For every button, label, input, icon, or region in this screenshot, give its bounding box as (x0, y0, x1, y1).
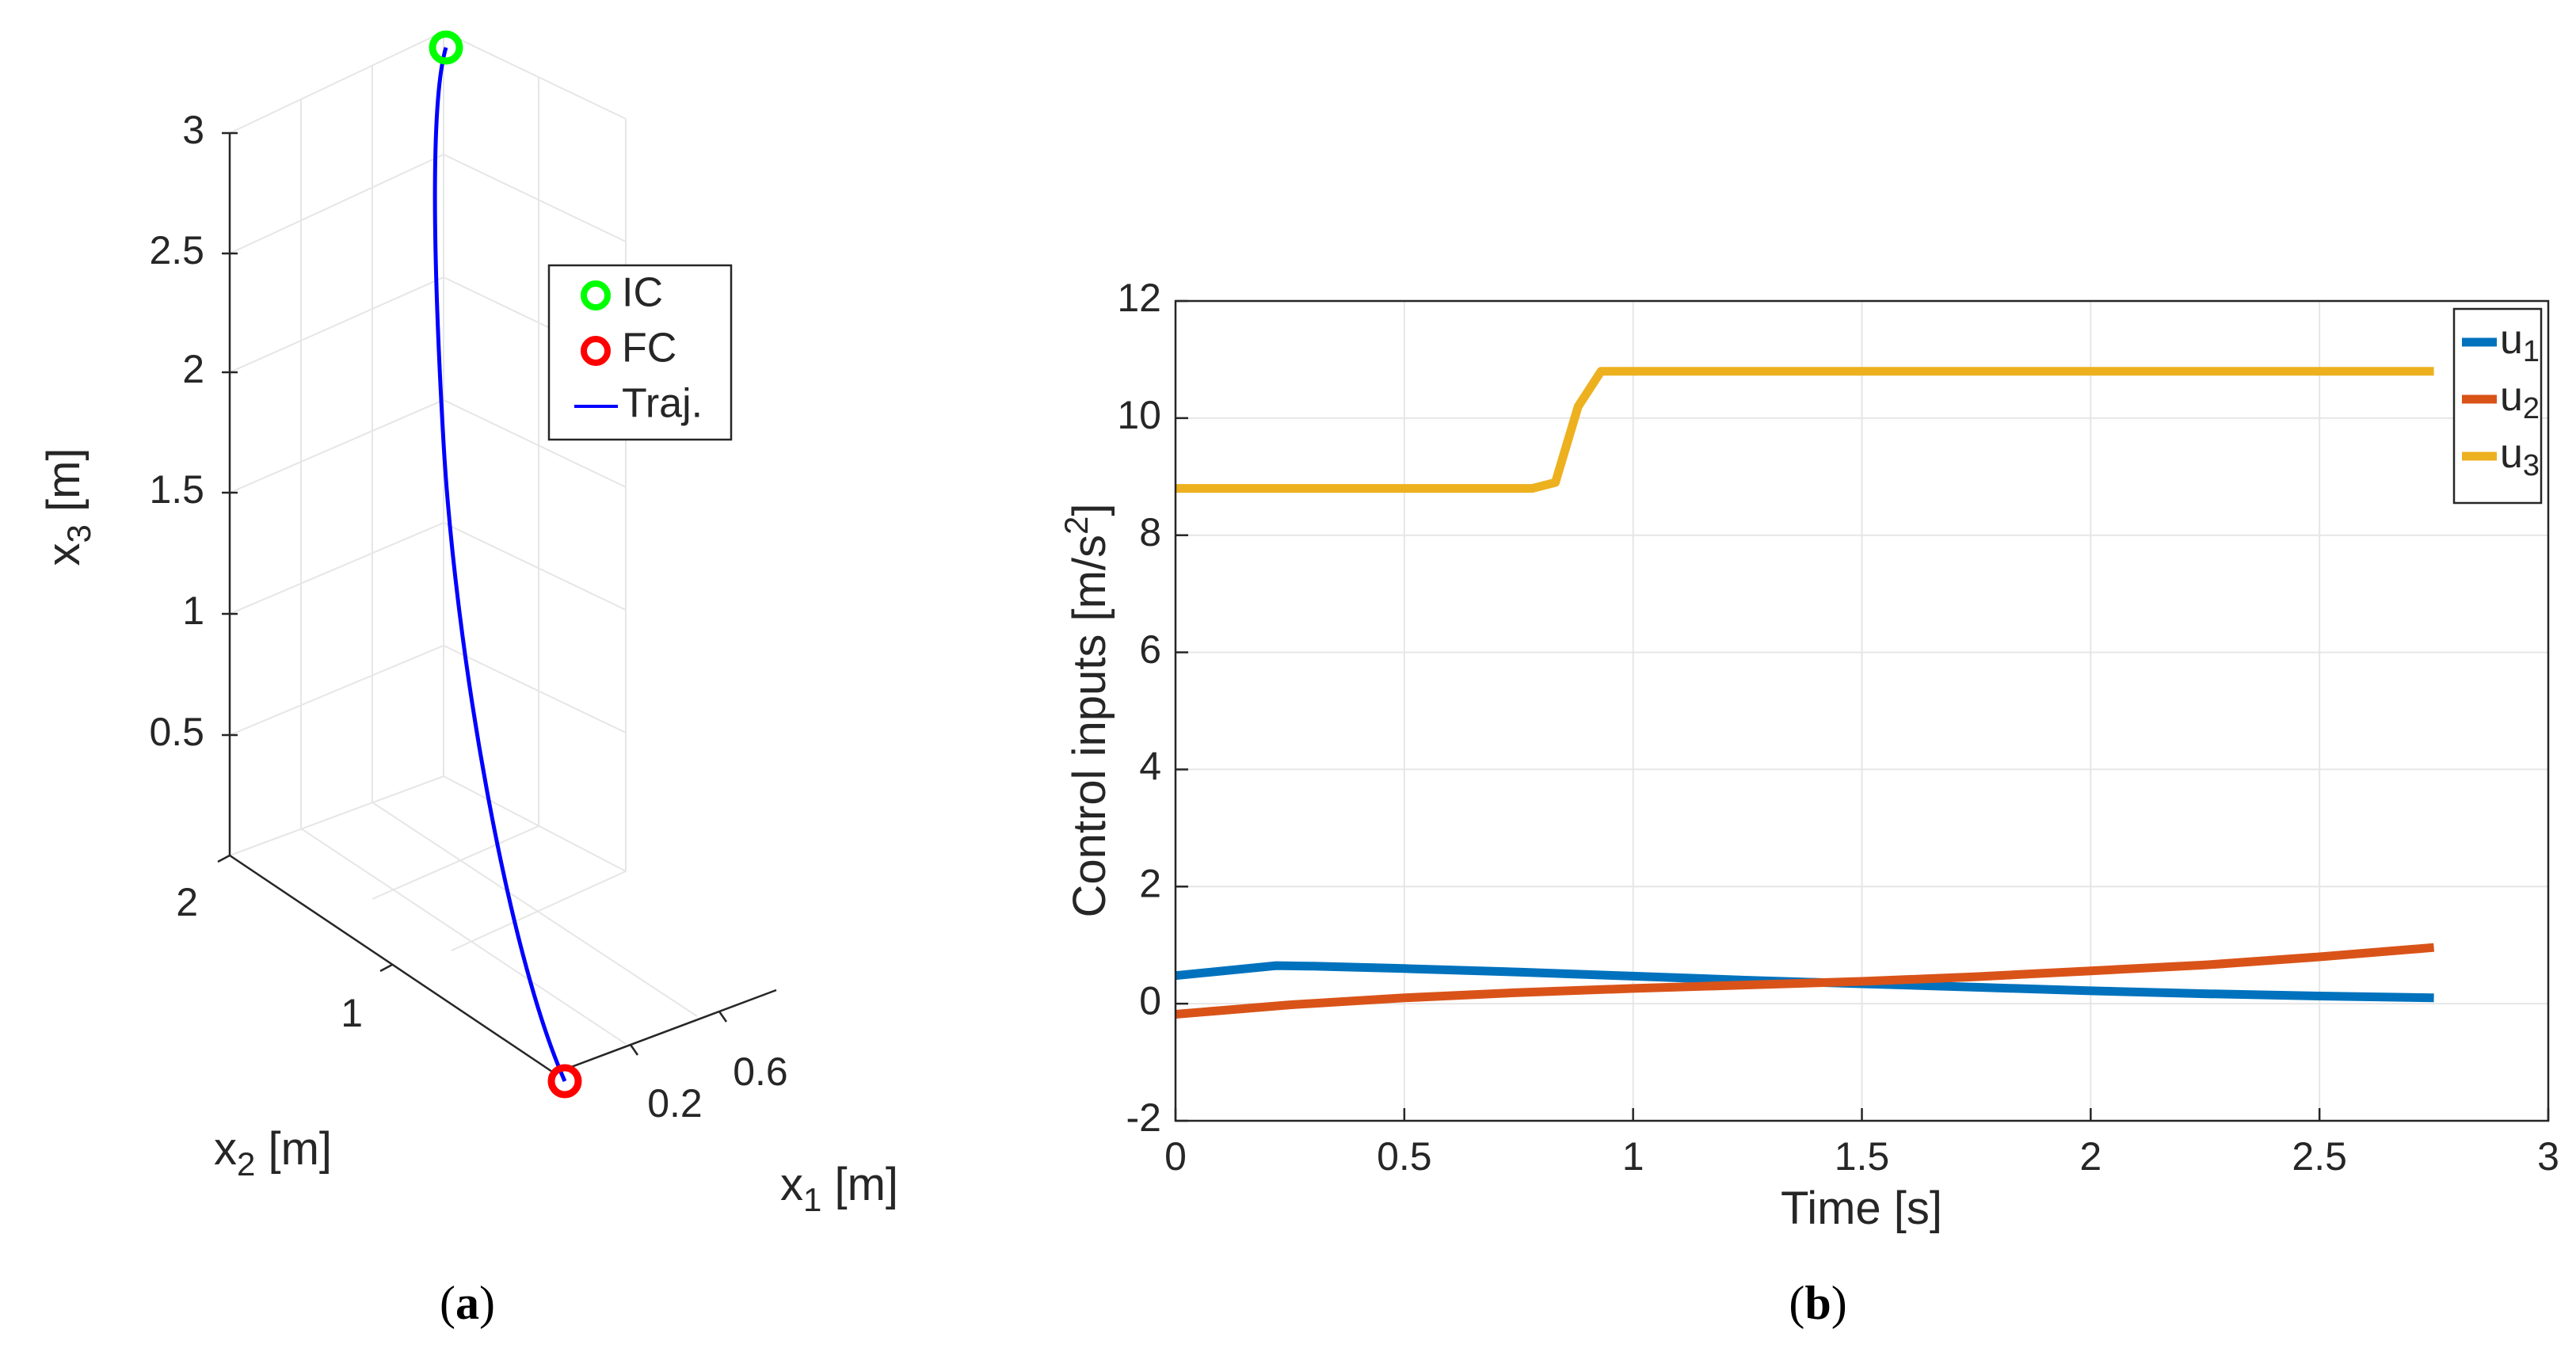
z-tick-label: 0.5 (149, 710, 204, 754)
panel-b-y-axis-label: Control inputs [m/s2] (1057, 504, 1115, 918)
panel-b-ticks (1174, 299, 2550, 1122)
panel-a-y-tick-labels: 2 1 (176, 880, 363, 1035)
panel-a-x-tick-labels: 0.2 0.6 (647, 1050, 788, 1126)
x-tick-label: 1 (1622, 1134, 1644, 1179)
y-tick-label: 1 (341, 991, 363, 1035)
x-tick-label: 0.2 (647, 1081, 703, 1126)
panel-a-trajectory-line (433, 47, 567, 1083)
x-tick-label: 1.5 (1835, 1134, 1890, 1179)
panel-b-caption: (b) (1789, 1277, 1846, 1329)
panel-b-x-tick-labels: 0 0.5 1 1.5 2 2.5 3 (1164, 1134, 2559, 1179)
panel-b-series (1175, 367, 2435, 1019)
y-tick-label: 4 (1139, 745, 1161, 789)
y-tick-label: 8 (1139, 510, 1161, 554)
panel-a-grid (229, 31, 698, 1074)
legend-u1-label: u1 (2500, 317, 2540, 368)
panel-b-legend: u1 u2 u3 (2452, 307, 2543, 505)
x-tick-label: 2.5 (2292, 1134, 2347, 1179)
y-tick-label: 2 (176, 880, 198, 924)
panel-a-ic-marker (429, 30, 463, 65)
panel-a-y-axis-label: x2 [m] (214, 1123, 332, 1183)
panel-a-legend-box (547, 264, 733, 441)
panel-a-caption: (a) (440, 1277, 495, 1329)
panel-a-z-tick-labels: 3 2.5 2 1.5 1 0.5 (149, 108, 204, 754)
z-tick-label: 1.5 (149, 467, 204, 512)
x-tick-label: 3 (2537, 1134, 2559, 1179)
x-tick-label: 2 (2079, 1134, 2102, 1179)
panel-a-legend: IC FC Traj. (547, 264, 733, 441)
series-line-u1 (1175, 961, 2434, 1003)
panel-b-y-tick-labels: -2 0 2 4 6 8 10 12 (1117, 276, 1161, 1140)
z-tick-label: 2 (182, 347, 204, 391)
panel-a-z-axis-label: x3 [m] (38, 448, 97, 566)
panel-a-fc-marker (547, 1064, 582, 1099)
y-tick-label: 6 (1139, 627, 1161, 672)
panel-a-3d-trajectory: 3 2.5 2 1.5 1 0.5 2 1 0.2 0.6 x3 [m] x2 … (38, 30, 898, 1329)
panel-a-x-axis-label: x1 [m] (780, 1159, 898, 1218)
legend-u3-label: u3 (2500, 431, 2540, 482)
x-tick-label: 0 (1164, 1134, 1187, 1179)
legend-traj-label: Traj. (622, 381, 703, 427)
y-tick-label: 0 (1139, 978, 1161, 1023)
z-tick-label: 1 (182, 589, 204, 633)
panel-b-x-axis-label: Time [s] (1781, 1183, 1942, 1234)
panel-a-axes (217, 131, 777, 1075)
y-tick-label: 2 (1139, 861, 1161, 905)
legend-u2-label: u2 (2500, 374, 2540, 425)
series-line-u2 (1175, 943, 2435, 1019)
legend-fc-label: FC (622, 326, 676, 371)
x-tick-label: 0.5 (1377, 1134, 1432, 1179)
y-tick-label: 12 (1117, 276, 1161, 320)
legend-fc-icon (581, 336, 611, 366)
z-tick-label: 2.5 (149, 228, 204, 272)
legend-ic-label: IC (622, 270, 663, 316)
x-tick-label: 0.6 (733, 1050, 788, 1094)
legend-ic-icon (581, 280, 611, 310)
y-tick-label: -2 (1126, 1095, 1161, 1140)
z-tick-label: 3 (182, 108, 204, 152)
series-line-u3 (1176, 367, 2434, 493)
y-tick-label: 10 (1117, 393, 1161, 437)
